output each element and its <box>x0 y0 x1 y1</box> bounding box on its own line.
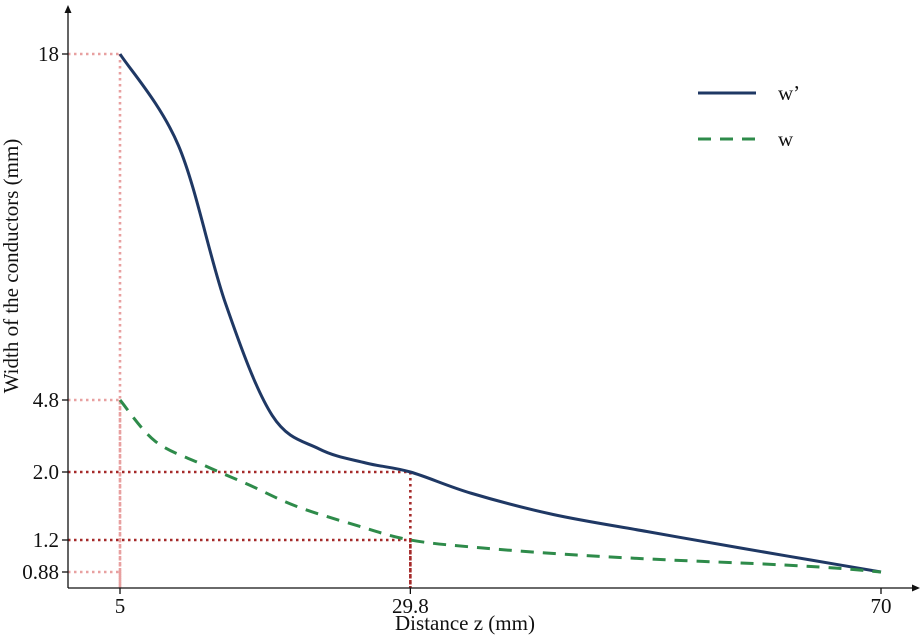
guide-lines <box>68 52 412 588</box>
series-line-w <box>118 399 882 574</box>
y-tick-label: 18 <box>38 42 59 66</box>
ticks: 5 29.8 70 0.88 1.2 2.0 4.8 18 <box>22 42 891 618</box>
y-tick-label: 4.8 <box>33 388 59 412</box>
y-axis-title: Width of the conductors (mm) <box>0 139 23 394</box>
series-line-w-prime <box>118 53 882 574</box>
x-tick-label: 70 <box>871 594 892 618</box>
y-tick-label: 2.0 <box>33 460 59 484</box>
y-tick-label: 1.2 <box>33 528 59 552</box>
x-tick-label: 5 <box>115 594 126 618</box>
legend-label-w-prime: w’ <box>778 81 800 105</box>
series-lines <box>118 53 882 574</box>
legend-label-w: w <box>778 127 794 151</box>
x-tick-label: 29.8 <box>392 594 429 618</box>
y-axis-arrow-icon <box>64 5 72 13</box>
x-axis-arrow-icon <box>912 584 920 592</box>
legend: w’ w <box>698 81 800 151</box>
axes <box>64 5 920 592</box>
y-tick-label: 0.88 <box>22 560 59 584</box>
x-axis-title: Distance z (mm) <box>395 611 535 635</box>
